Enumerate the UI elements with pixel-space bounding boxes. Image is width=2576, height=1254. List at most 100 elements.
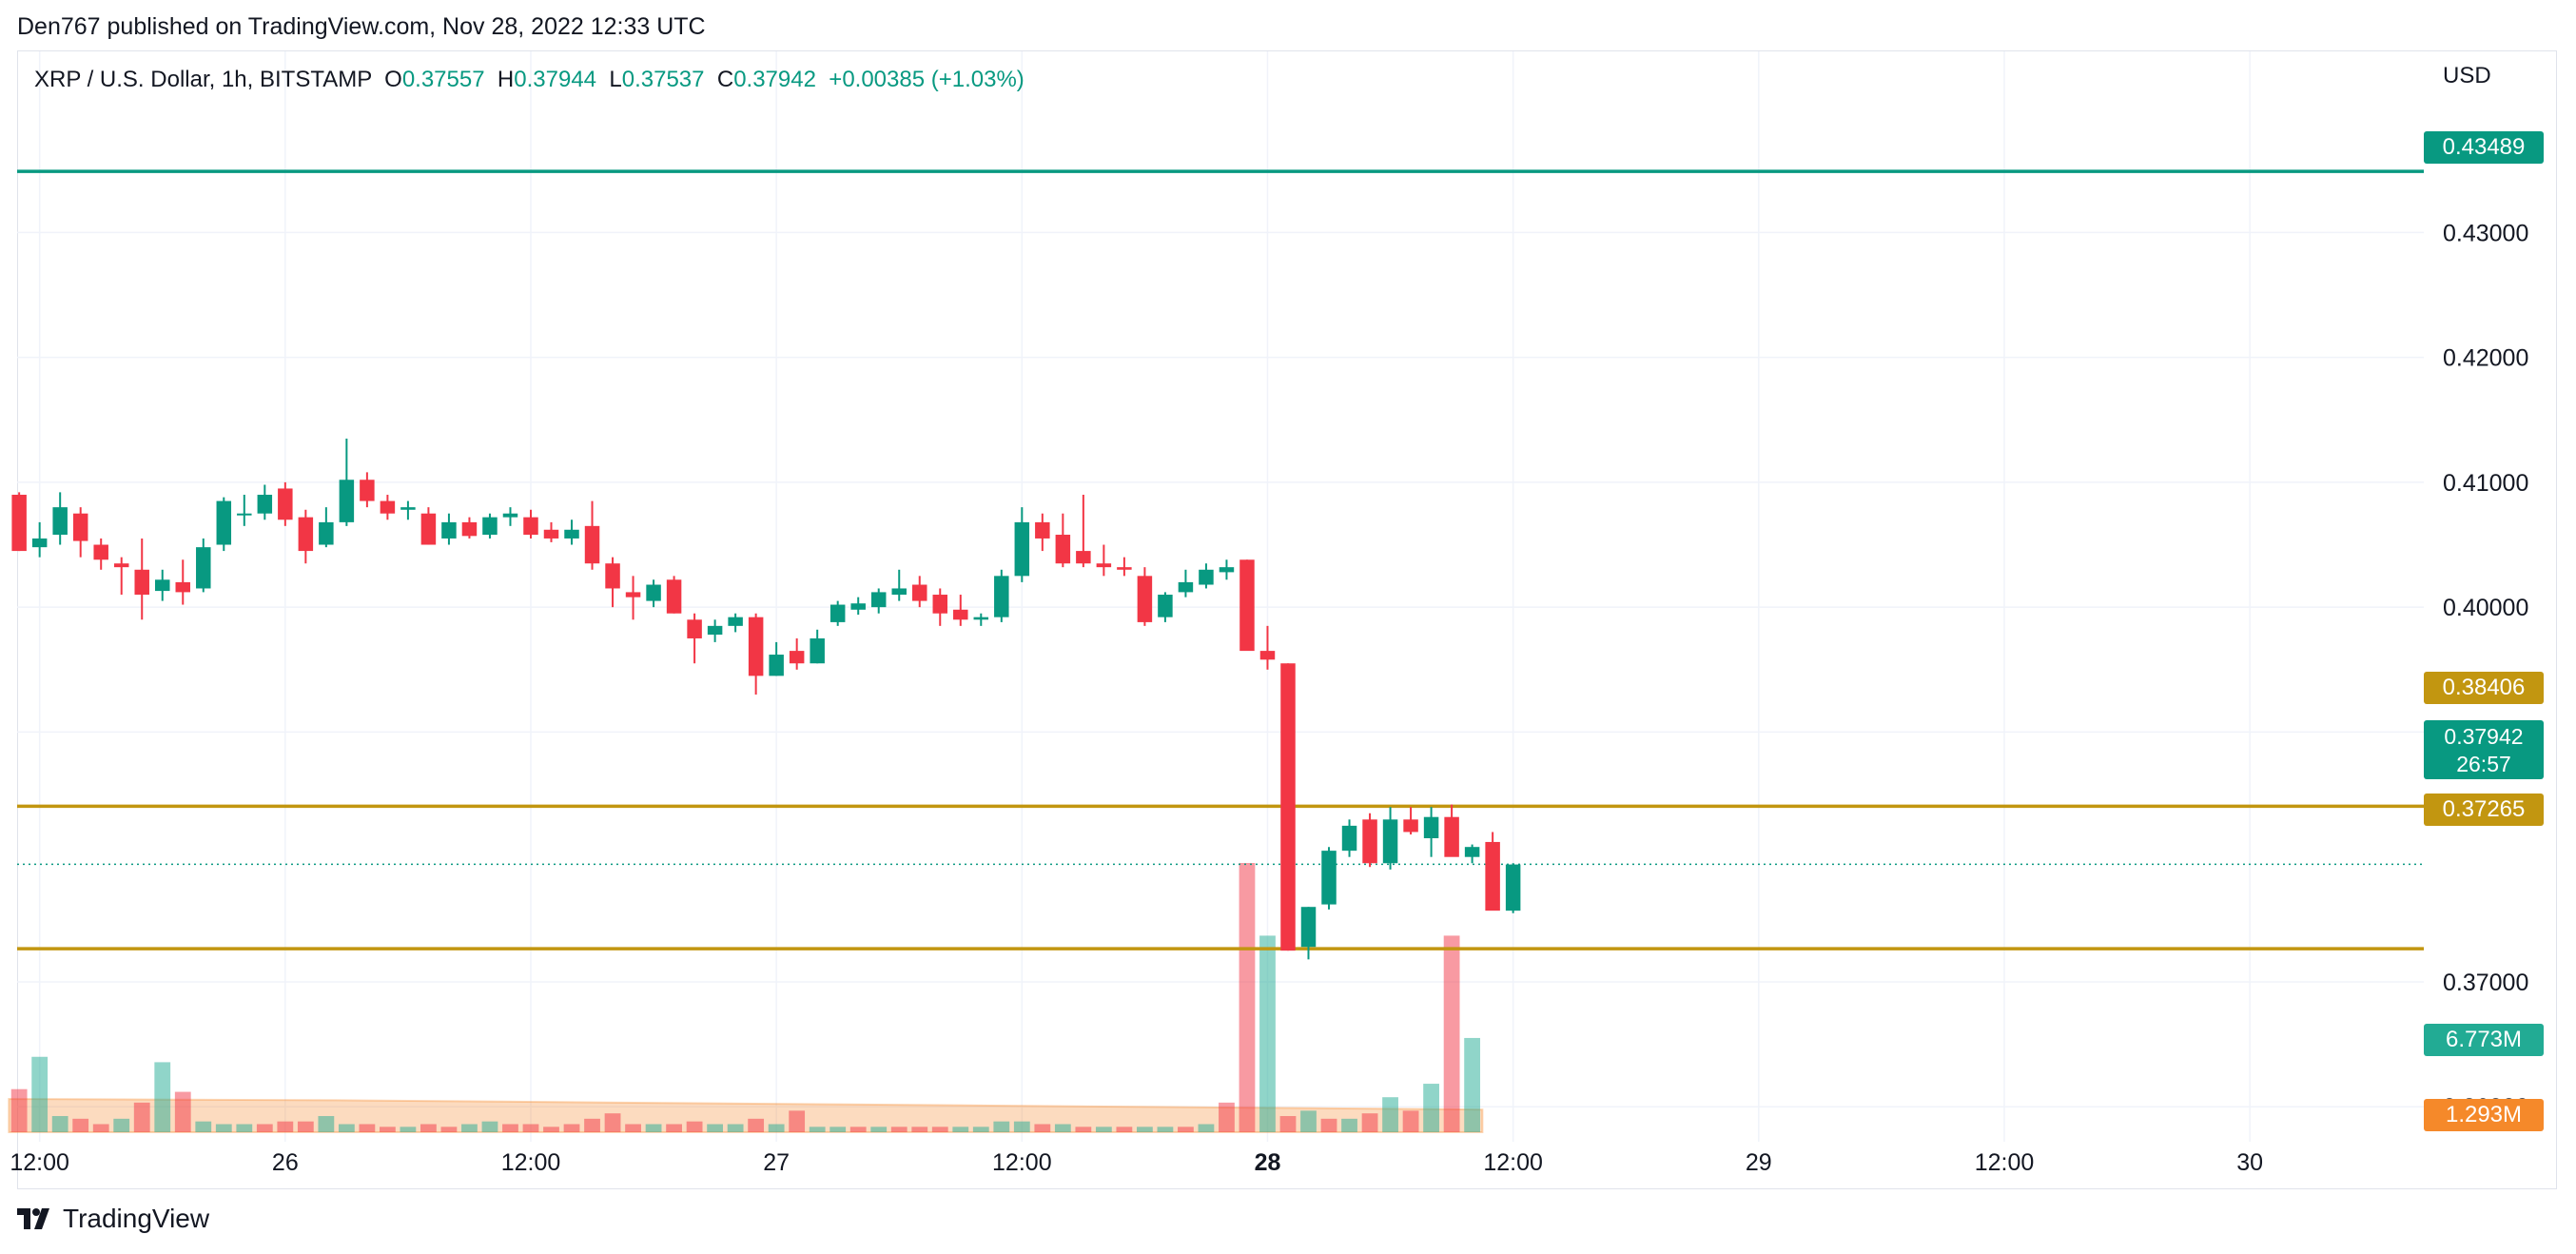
- change-value: +0.00385 (+1.03%): [829, 67, 1025, 92]
- candle-body: [482, 517, 498, 536]
- candle: [748, 613, 764, 696]
- candle-body: [543, 529, 559, 539]
- volume-ma-area: [8, 1097, 1484, 1133]
- candle-body: [891, 588, 907, 596]
- candle-body: [953, 609, 968, 620]
- candle-body: [113, 563, 129, 568]
- candle: [1485, 832, 1500, 911]
- candle: [1259, 625, 1276, 670]
- candle-body: [1321, 851, 1337, 905]
- candle-body: [1076, 551, 1091, 564]
- candle: [1382, 807, 1398, 870]
- candle: [1219, 559, 1235, 580]
- candle: [175, 559, 191, 605]
- candle-body: [1035, 521, 1050, 539]
- candle: [953, 595, 968, 626]
- volume-bar: [1013, 1121, 1030, 1132]
- candle-body: [1423, 816, 1439, 839]
- price-tick-label: 0.41000: [2443, 470, 2528, 497]
- candle: [113, 557, 129, 596]
- time-tick-label: 12:00: [501, 1149, 561, 1176]
- volume-bar: [359, 1124, 376, 1132]
- volume-bar: [318, 1116, 335, 1132]
- price-tick-label: 0.42000: [2443, 345, 2528, 372]
- candle-body: [1444, 816, 1459, 857]
- volume-bar: [195, 1121, 212, 1132]
- volume-bar: [1341, 1118, 1357, 1132]
- volume-bar: [236, 1124, 253, 1132]
- low-value: 0.37537: [621, 67, 705, 92]
- candle-body: [278, 488, 293, 520]
- volume-bar: [1198, 1124, 1215, 1132]
- candle: [196, 538, 211, 593]
- candle-body: [850, 603, 866, 610]
- volume-bar: [768, 1124, 785, 1132]
- candle: [482, 513, 498, 539]
- candle: [420, 507, 437, 545]
- candle-body: [1096, 563, 1112, 568]
- candle-body: [932, 595, 948, 614]
- volume-bar: [849, 1127, 867, 1132]
- time-tick-label: 12:00: [1483, 1149, 1543, 1176]
- volume-bar: [113, 1118, 130, 1132]
- time-tick-label: 29: [1746, 1149, 1772, 1176]
- candle: [1403, 807, 1418, 835]
- candle: [1239, 559, 1255, 652]
- price-axis: 0.360000.370000.390000.400000.410000.420…: [2443, 220, 2528, 1121]
- candle-body: [1403, 819, 1418, 833]
- candle-body: [72, 513, 88, 541]
- volume-bar: [502, 1124, 518, 1132]
- candle: [1444, 804, 1459, 857]
- candle: [380, 495, 396, 520]
- candle-body: [441, 521, 457, 539]
- tradingview-logo-icon: [17, 1208, 49, 1229]
- candlestick-series: [11, 438, 1521, 960]
- tradingview-brand[interactable]: TradingView: [17, 1204, 209, 1234]
- low-label: L: [609, 67, 622, 92]
- support-tag: 0.37265: [2424, 794, 2544, 826]
- candle: [912, 576, 927, 608]
- candle: [1096, 544, 1112, 577]
- chart-frame[interactable]: [17, 50, 2557, 1189]
- candle-body: [216, 500, 232, 545]
- resistance-mid-tag: 0.38406: [2424, 672, 2544, 704]
- symbol-legend: XRP / U.S. Dollar, 1h, BITSTAMP O0.37557…: [34, 67, 1025, 93]
- volume-bar: [481, 1121, 498, 1132]
- volume-bar: [666, 1124, 682, 1132]
- candle: [973, 613, 989, 626]
- volume-bar: [972, 1127, 989, 1132]
- volume-bar: [1443, 935, 1460, 1132]
- chart-grid: [17, 51, 2424, 1142]
- volume-bar: [809, 1127, 826, 1132]
- volume-bar: [1054, 1124, 1071, 1132]
- candle: [1076, 495, 1091, 568]
- candle-body: [829, 604, 846, 622]
- volume-bar: [870, 1127, 888, 1132]
- volume-bar: [727, 1124, 744, 1132]
- candle: [1035, 513, 1050, 552]
- candle-body: [339, 480, 355, 522]
- volume-bar: [1464, 1037, 1481, 1132]
- volume-bar: [297, 1121, 314, 1132]
- time-tick-label: 30: [2236, 1149, 2263, 1176]
- candle-body: [380, 500, 396, 514]
- candle: [400, 500, 416, 520]
- candle-body: [564, 529, 579, 539]
- volume-bar: [338, 1124, 355, 1132]
- candle: [543, 521, 559, 542]
- candle-body: [257, 495, 273, 514]
- volume-bar: [1034, 1124, 1051, 1132]
- time-tick-label: 27: [763, 1149, 790, 1176]
- candle: [298, 509, 314, 564]
- candle-body: [994, 576, 1009, 617]
- candle-body: [93, 544, 108, 560]
- candle-body: [1300, 907, 1317, 948]
- candle: [1300, 907, 1317, 960]
- candle-body: [769, 655, 784, 676]
- current-price-value: 0.37942: [2444, 724, 2524, 749]
- candle: [789, 637, 805, 670]
- candle-body: [1505, 864, 1521, 911]
- candle-body: [175, 581, 191, 593]
- candle-body: [605, 563, 620, 589]
